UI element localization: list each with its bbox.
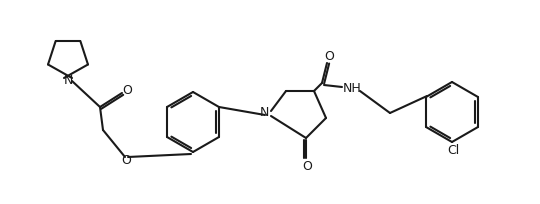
Text: N: N [63, 73, 73, 86]
Text: N: N [259, 106, 269, 120]
Text: O: O [121, 153, 131, 166]
Text: O: O [122, 84, 132, 98]
Text: O: O [324, 50, 334, 62]
Text: Cl: Cl [447, 144, 459, 157]
Text: NH: NH [342, 82, 361, 94]
Text: O: O [302, 160, 312, 173]
